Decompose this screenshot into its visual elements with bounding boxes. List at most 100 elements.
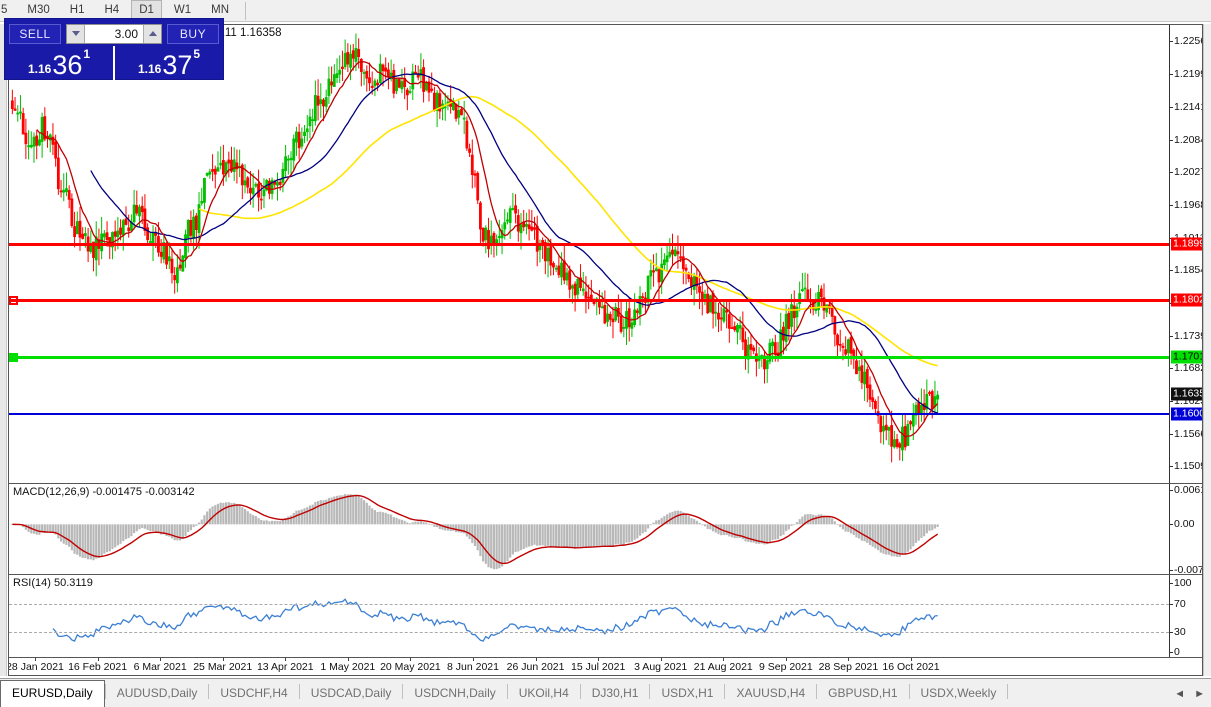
price-tick-1.19685: 1.19685 [1170, 199, 1202, 211]
macd-pane[interactable]: MACD(12,26,9) -0.001475 -0.003142 0.0061… [9, 483, 1202, 574]
level-line-1.16007[interactable] [9, 413, 1169, 416]
level-line-1.18998[interactable] [9, 243, 1169, 247]
price-tick-1.17390: 1.17390 [1170, 330, 1202, 342]
chart-tab-usdx-weekly[interactable]: USDX,Weekly [920, 686, 997, 700]
buy-price-big: 37 [162, 50, 193, 80]
chart-tab-usdx-h1[interactable]: USDX,H1 [661, 686, 714, 700]
price-badge-1.17010: 1.17010 [1171, 350, 1202, 364]
date-label-28-sep-2021: 28 Sep 2021 [818, 661, 879, 673]
tab-divider [506, 684, 508, 699]
date-label-21-aug-2021: 21 Aug 2021 [693, 661, 753, 673]
tab-divider [402, 684, 404, 699]
macd-axis: 0.006193 0.00 -0.007621 [1169, 484, 1202, 574]
tab-divider [816, 684, 818, 699]
price-badge-1.18024: 1.18024 [1171, 293, 1202, 307]
price-axis[interactable]: 1.22565 1.21995 1.21410 1.20840 1.20270 1.196… [1169, 25, 1202, 483]
tab-scroll-left-icon[interactable]: ◄ [1174, 688, 1186, 700]
date-label-16-oct-2021: 16 Oct 2021 [882, 661, 940, 673]
tab-divider [208, 684, 210, 699]
chart-tab-usdcnh-daily[interactable]: USDCNH,Daily [414, 686, 496, 700]
macd-label: MACD(12,26,9) -0.001475 -0.003142 [13, 486, 195, 498]
timeframe-button-h4[interactable]: H4 [104, 4, 120, 16]
volume-input[interactable]: 3.00 [114, 26, 138, 41]
sell-price-display[interactable]: 1.16 36 1 [5, 46, 113, 80]
date-tick [410, 658, 412, 661]
price-tick-1.15665: 1.15665 [1170, 428, 1202, 440]
date-label-3-aug-2021: 3 Aug 2021 [634, 661, 688, 673]
volume-stepper[interactable]: 3.00 [66, 23, 162, 44]
sell-price-fraction: 1 [83, 47, 91, 61]
one-click-trading-panel[interactable]: SELL 3.00 BUY 1.16 36 1 1.16 37 5 [4, 18, 224, 80]
sell-button[interactable]: SELL [9, 23, 61, 44]
timeframe-button-m30[interactable]: M30 [27, 4, 50, 16]
price-badge-1.18998: 1.18998 [1171, 237, 1202, 251]
date-tick [660, 658, 662, 661]
date-label-26-jun-2021: 26 Jun 2021 [506, 661, 565, 673]
date-tick [285, 658, 287, 661]
date-tick [723, 658, 725, 661]
candlestick-svg [10, 33, 940, 463]
price-tick-1.22565: 1.22565 [1170, 35, 1202, 47]
chart-tab-ukoil-h4[interactable]: UKOil,H4 [518, 686, 569, 700]
tab-divider [908, 684, 910, 699]
buy-price-display[interactable]: 1.16 37 5 [113, 46, 223, 80]
level-line-1.1701[interactable] [9, 356, 1169, 360]
level-handle-1.18024[interactable] [9, 295, 18, 305]
tab-scroll-controls[interactable]: ◄ ► [1174, 688, 1205, 700]
level-line-1.18024[interactable] [9, 298, 1169, 302]
toolbar-divider [245, 1, 247, 20]
tab-scroll-right-icon[interactable]: ► [1194, 688, 1205, 700]
chart-tab-gbpusd-h1[interactable]: GBPUSD,H1 [828, 686, 898, 700]
rsi-tick-0: 0 [1170, 646, 1180, 657]
chart-tab-usdchf-h4[interactable]: USDCHF,H4 [220, 686, 288, 700]
price-tick-1.21410: 1.21410 [1170, 101, 1202, 113]
chevron-up-icon [148, 31, 157, 36]
volume-increase-button[interactable] [143, 24, 161, 43]
timeframe-button-h1[interactable]: H1 [69, 4, 85, 16]
date-tick [535, 658, 537, 661]
macd-plot-area[interactable] [9, 484, 1169, 574]
price-plot-area[interactable] [9, 25, 1169, 483]
timeframe-toolbar: 5 M30 H1 H4 D1 W1 MN [0, 0, 1211, 22]
date-label-6-mar-2021: 6 Mar 2021 [133, 661, 187, 673]
volume-decrease-button[interactable] [67, 24, 85, 43]
rsi-label: RSI(14) 50.3119 [13, 577, 93, 589]
date-label-15-jul-2021: 15 Jul 2021 [570, 661, 626, 673]
buy-button[interactable]: BUY [167, 23, 219, 44]
chart-tab-usdcad-daily[interactable]: USDCAD,Daily [310, 686, 392, 700]
chart-right-scrollbar[interactable] [1203, 24, 1211, 676]
date-tick [473, 658, 474, 661]
rsi-level-30 [9, 632, 1169, 633]
price-badge-1.16358: 1.16358 [1171, 387, 1202, 401]
price-tick-1.20840: 1.20840 [1170, 134, 1202, 146]
macd-tick--0.007621: -0.007621 [1169, 564, 1202, 574]
chart-tab-xauusd-h4[interactable]: XAUUSD,H4 [736, 686, 806, 700]
rsi-plot-area[interactable] [9, 575, 1169, 657]
price-tick-1.20270: 1.20270 [1170, 166, 1202, 178]
rsi-axis: 100 70 30 0 [1169, 575, 1202, 657]
sell-price-big: 36 [52, 50, 83, 80]
macd-tick-0.00: 0.00 [1169, 518, 1195, 531]
timeframe-button-w1[interactable]: W1 [173, 4, 192, 16]
date-tick [911, 658, 912, 661]
chart-tab-audusd-daily[interactable]: AUDUSD,Daily [116, 686, 198, 700]
chart-left-scrollbar[interactable] [0, 24, 7, 676]
date-tick [35, 658, 36, 661]
chart-tab-bar[interactable]: EURUSD,Daily AUDUSD,Daily USDCHF,H4 USDCAD,… [0, 678, 1211, 707]
date-tick [222, 658, 224, 661]
price-pane[interactable]: EURUSD,Daily 1.16313 1.16382 1.16211 1.1… [9, 25, 1202, 483]
chart-tab-dj30-h1[interactable]: DJ30,H1 [591, 686, 639, 700]
macd-svg [11, 494, 939, 570]
tab-divider [298, 684, 300, 699]
rsi-tick-100: 100 [1170, 577, 1192, 589]
date-label-28-jan-2021: 28 Jan 2021 [9, 661, 64, 673]
timeframe-button-mn[interactable]: MN [211, 4, 230, 16]
chart-tab-eurusd-daily[interactable]: EURUSD,Daily [0, 680, 105, 707]
chart-canvas[interactable]: EURUSD,Daily 1.16313 1.16382 1.16211 1.1… [8, 24, 1203, 676]
price-tick-1.16820: 1.16820 [1170, 362, 1202, 374]
level-handle-1.1701[interactable] [9, 353, 18, 363]
tab-divider [724, 684, 726, 699]
rsi-pane[interactable]: RSI(14) 50.3119 100 70 30 0 [9, 574, 1202, 657]
date-tick [785, 658, 787, 661]
timeframe-button-5[interactable]: 5 [1, 4, 8, 16]
